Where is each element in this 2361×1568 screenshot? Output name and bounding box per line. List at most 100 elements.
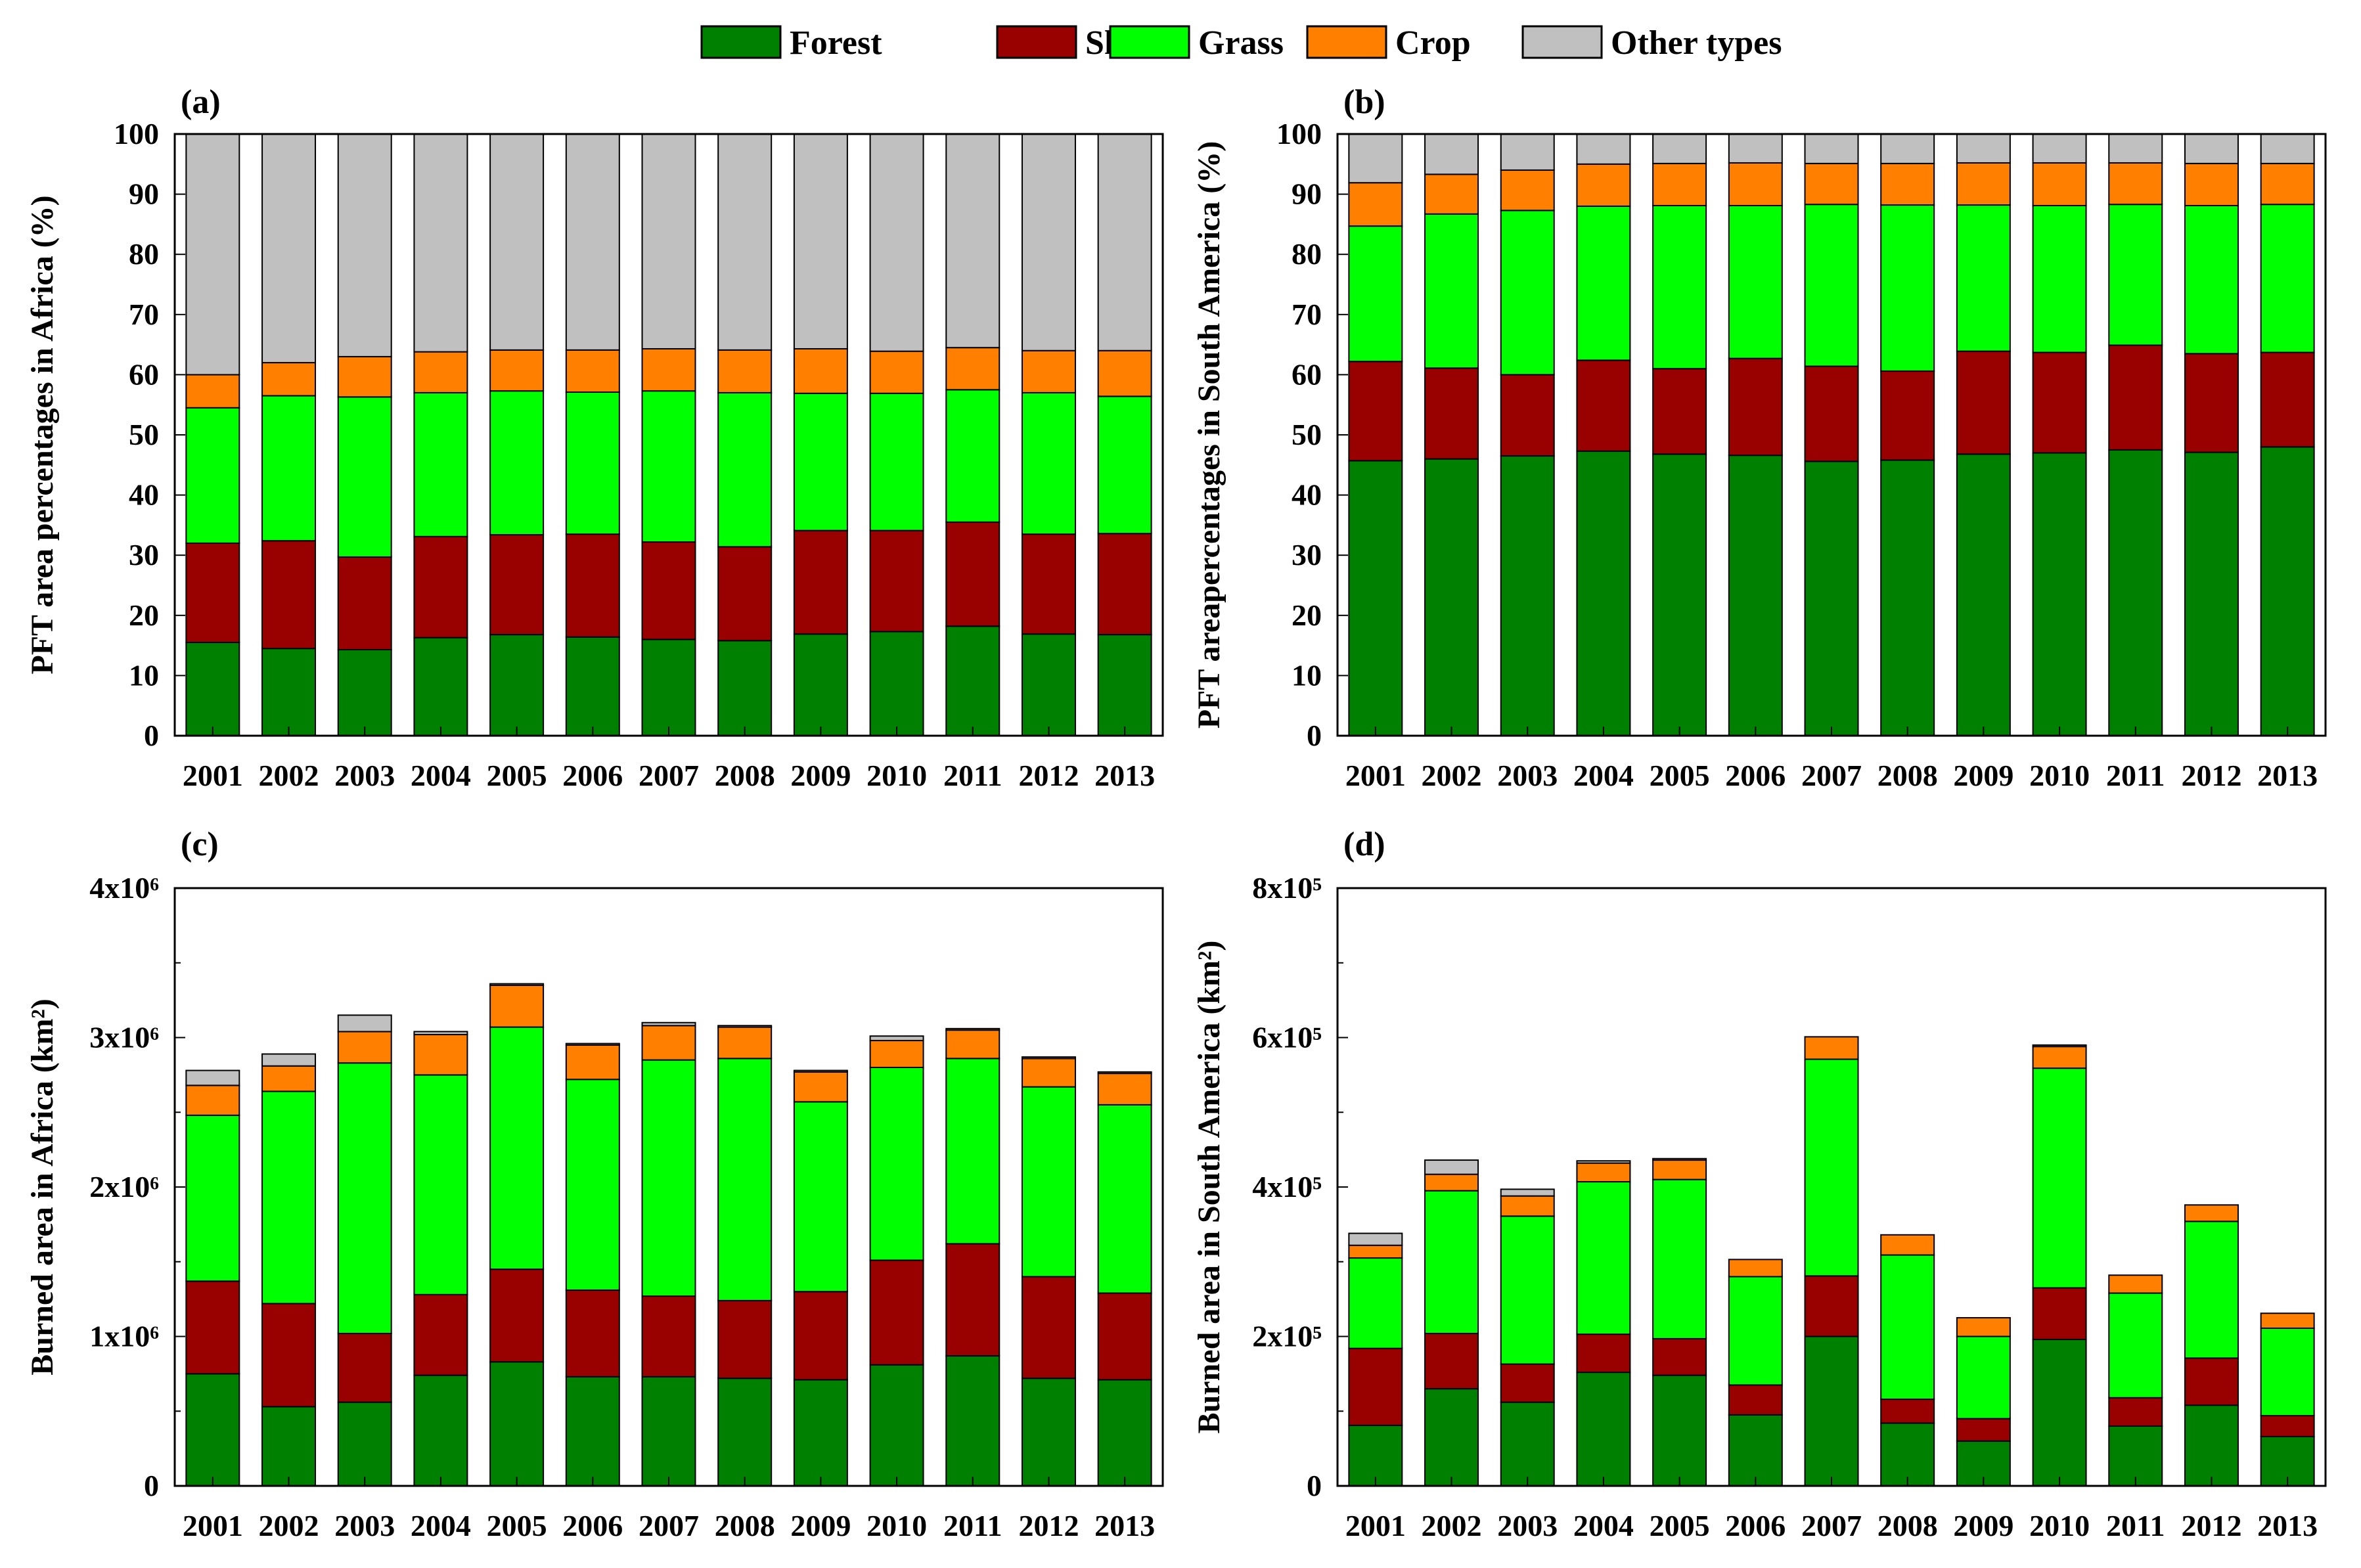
bar-c-2010-shrub	[869, 1259, 924, 1366]
panel-b-chart: 2001 2002 2003 2004 2005 2006 2007 2008 2009 2010…	[1192, 83, 2327, 792]
bar-a-2003-forest	[337, 649, 392, 737]
bar-c-2002-shrub	[261, 1303, 317, 1408]
bar-b-2002-shrub	[1424, 367, 1479, 460]
bar-b-2007-grass	[1804, 204, 1859, 367]
bar-d-2005-shrub	[1652, 1337, 1707, 1376]
bar-a-2007-other-types	[641, 133, 696, 350]
panel-tag-a: (a)	[181, 83, 221, 121]
bar-c-2010-other-types	[869, 1035, 924, 1042]
x-tick-label-d-2011: 2011	[2106, 1509, 2165, 1542]
bar-b-2010-grass	[2032, 205, 2087, 353]
bar-d-2002-forest	[1424, 1388, 1479, 1487]
x-tick-label-c-2009: 2009	[790, 1509, 851, 1542]
bar-a-2004-other-types	[413, 133, 468, 353]
bar-b-2006-forest	[1728, 455, 1783, 736]
bar-c-2009-forest	[793, 1379, 848, 1487]
bar-d-2006-grass	[1728, 1276, 1783, 1386]
bar-b-2003-other-types	[1500, 133, 1555, 171]
bar-d-2003-grass	[1500, 1215, 1555, 1365]
x-tick-label-c-2010: 2010	[866, 1509, 927, 1542]
bar-a-2001-forest	[185, 642, 240, 737]
bar-b-2011-crop	[2108, 162, 2163, 206]
bar-b-2012-shrub	[2184, 353, 2239, 453]
bar-a-2012-forest	[1021, 633, 1076, 737]
x-tick-label-c-2004: 2004	[411, 1509, 471, 1542]
x-tick-label-d-2002: 2002	[1422, 1509, 1482, 1542]
x-tick-label-d-2001: 2001	[1345, 1509, 1406, 1542]
bar-b-2005-grass	[1652, 205, 1707, 370]
y-tick-label-b-4: 40	[1292, 478, 1322, 512]
bar-c-2010-grass	[869, 1067, 924, 1261]
bar-b-2009-shrub	[1956, 350, 2011, 455]
bar-a-2006-crop	[565, 349, 620, 393]
x-tick-label-b-2013: 2013	[2257, 759, 2318, 792]
x-tick-label-b-2011: 2011	[2106, 759, 2165, 792]
bar-c-2007-shrub	[641, 1295, 696, 1378]
bar-d-2003-crop	[1500, 1195, 1555, 1217]
x-tick-label-c-2008: 2008	[715, 1509, 775, 1542]
bar-b-2008-forest	[1880, 459, 1935, 736]
bar-a-2002-forest	[261, 648, 317, 736]
bar-a-2005-shrub	[489, 534, 545, 636]
y-tick-label-a-6: 60	[129, 357, 159, 391]
bar-a-2010-other-types	[869, 133, 924, 352]
y-tick-label-a-10: 100	[114, 117, 159, 150]
legend-label-other: Other types	[1611, 24, 1782, 62]
bar-c-2005-other-types	[489, 983, 545, 986]
bar-d-2008-crop	[1880, 1234, 1935, 1256]
y-tick-label-a-9: 90	[129, 177, 159, 211]
bar-d-2009-crop	[1956, 1317, 2011, 1337]
y-tick-label-c-4: 4x10⁶	[89, 871, 159, 905]
bar-a-2006-grass	[565, 391, 620, 535]
bar-a-2010-crop	[869, 350, 924, 394]
bar-c-2004-crop	[413, 1033, 468, 1076]
bar-b-2003-forest	[1500, 455, 1555, 736]
bar-a-2001-grass	[185, 407, 240, 544]
bar-b-2007-other-types	[1804, 133, 1859, 164]
bar-a-2010-shrub	[869, 529, 924, 633]
bar-a-2005-forest	[489, 634, 545, 736]
bar-b-2008-grass	[1880, 204, 1935, 372]
legend-swatch-crop	[1306, 25, 1387, 59]
bar-d-2002-crop	[1424, 1173, 1479, 1192]
x-tick-label-c-2005: 2005	[487, 1509, 547, 1542]
bar-a-2013-forest	[1097, 634, 1152, 736]
x-tick-label-d-2007: 2007	[1801, 1509, 1862, 1542]
bar-b-2001-shrub	[1348, 361, 1403, 462]
x-tick-label-b-2012: 2012	[2181, 759, 2241, 792]
y-tick-label-b-2: 20	[1292, 598, 1322, 632]
bar-a-2008-forest	[717, 640, 773, 737]
bar-a-2012-crop	[1021, 349, 1076, 393]
bar-b-2004-shrub	[1576, 359, 1631, 452]
bar-b-2012-other-types	[2184, 133, 2239, 164]
y-tick-label-c-2: 2x10⁶	[89, 1170, 159, 1203]
bar-a-2002-shrub	[261, 540, 317, 650]
bar-a-2013-shrub	[1097, 533, 1152, 636]
bar-a-2003-crop	[337, 355, 392, 398]
bar-d-2011-shrub	[2108, 1397, 2163, 1427]
bar-c-2001-shrub	[185, 1280, 240, 1375]
panel-tag-b: (b)	[1343, 83, 1385, 121]
bar-b-2005-crop	[1652, 162, 1707, 207]
y-tick-label-b-8: 80	[1292, 237, 1322, 271]
x-tick-label-b-2001: 2001	[1345, 759, 1406, 792]
bar-c-2011-grass	[945, 1058, 1001, 1245]
bar-b-2013-shrub	[2260, 351, 2315, 448]
legend-swatch-grass	[1109, 25, 1190, 59]
bar-d-2005-crop	[1652, 1159, 1707, 1180]
bar-a-2008-shrub	[717, 546, 773, 642]
bar-b-2013-forest	[2260, 446, 2315, 736]
x-tick-label-c-2012: 2012	[1018, 1509, 1079, 1542]
x-tick-label-a-2002: 2002	[259, 759, 319, 792]
bar-d-2001-crop	[1348, 1244, 1403, 1259]
bar-a-2005-grass	[489, 390, 545, 536]
bar-a-2011-crop	[945, 347, 1001, 391]
x-tick-label-d-2009: 2009	[1953, 1509, 2013, 1542]
bar-a-2002-crop	[261, 362, 317, 397]
bar-b-2008-shrub	[1880, 370, 1935, 461]
bar-d-2008-forest	[1880, 1422, 1935, 1487]
plot-frame-c	[173, 887, 1164, 1487]
bar-a-2003-grass	[337, 396, 392, 558]
bar-a-2009-shrub	[793, 529, 848, 635]
